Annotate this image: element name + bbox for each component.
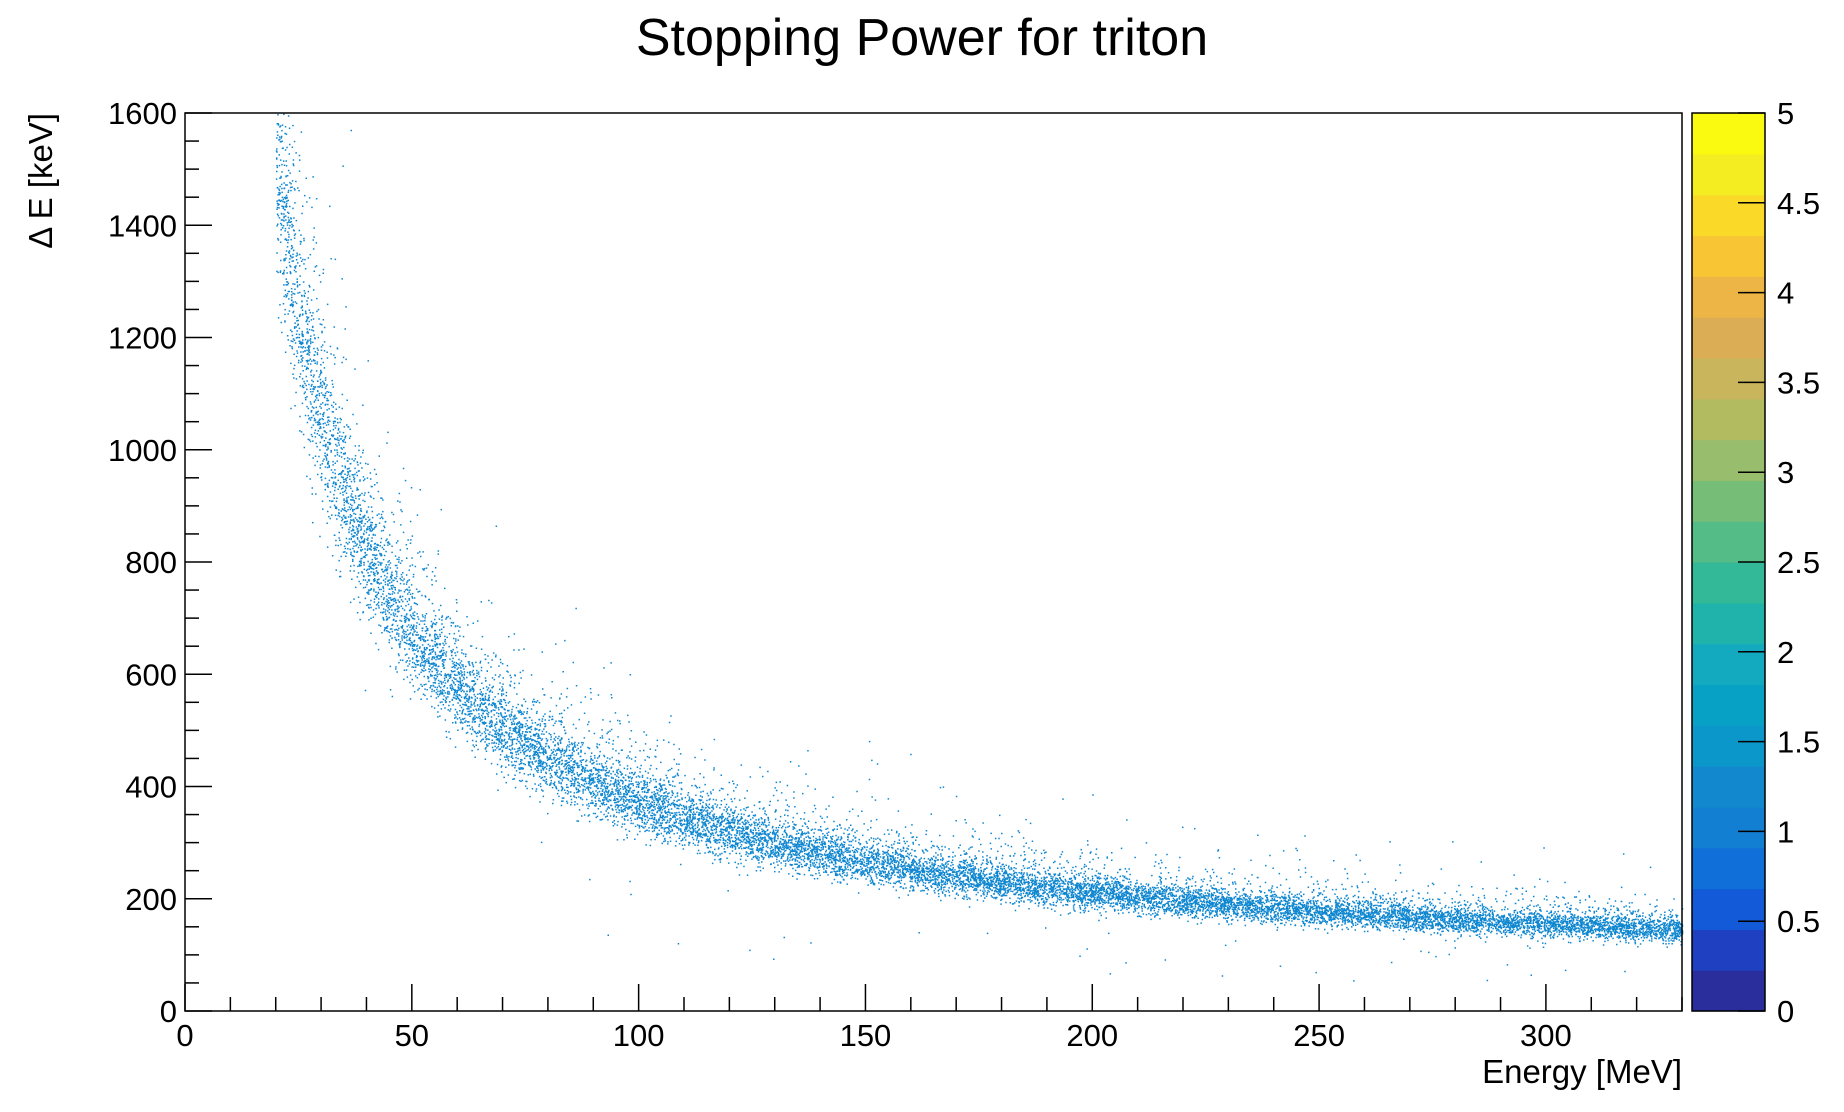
color-scale-swatch <box>1692 602 1765 645</box>
color-scale-tick-label: 1.5 <box>1777 725 1820 760</box>
color-scale-swatch <box>1692 725 1765 767</box>
y-tick-label: 1200 <box>108 321 177 356</box>
color-scale-swatch <box>1692 235 1765 277</box>
color-scale-swatch <box>1692 276 1765 318</box>
y-tick-label: 800 <box>125 545 177 580</box>
x-tick-label: 300 <box>1520 1018 1572 1053</box>
color-scale-swatch <box>1692 439 1765 481</box>
color-scale-tick-label: 2.5 <box>1777 545 1820 580</box>
color-scale-tick-label: 5 <box>1777 96 1794 131</box>
y-tick-label: 1600 <box>108 96 177 131</box>
color-scale-tick-label: 2 <box>1777 635 1794 670</box>
x-tick-label: 100 <box>613 1018 665 1053</box>
x-tick-label: 150 <box>840 1018 892 1053</box>
color-scale-tick-label: 3.5 <box>1777 365 1820 400</box>
color-scale-swatch <box>1692 929 1765 971</box>
y-tick-label: 600 <box>125 657 177 692</box>
y-axis-title: Δ E [keV] <box>22 113 59 249</box>
color-scale-swatch <box>1692 153 1765 196</box>
color-scale-swatch <box>1692 398 1765 441</box>
color-scale-swatch <box>1692 970 1765 1012</box>
y-tick-label: 0 <box>160 994 177 1029</box>
x-tick-label: 200 <box>1066 1018 1118 1053</box>
color-scale-tick-label: 4 <box>1777 276 1794 311</box>
color-scale-swatch <box>1692 684 1765 726</box>
chart-title: Stopping Power for triton <box>636 9 1208 67</box>
color-scale-swatch <box>1692 317 1765 359</box>
x-axis: 0 50 100 150 200 250 300 <box>176 984 1683 1053</box>
y-tick-label: 1000 <box>108 433 177 468</box>
color-scale-swatch <box>1692 888 1765 930</box>
color-scale-swatch <box>1692 643 1765 686</box>
color-scale-tick-label: 0 <box>1777 994 1794 1029</box>
color-scale-swatch <box>1692 194 1765 237</box>
x-axis-title: Energy [MeV] <box>1482 1053 1682 1090</box>
x-tick-label: 250 <box>1293 1018 1345 1053</box>
y-tick-label: 200 <box>125 882 177 917</box>
color-scale-swatch <box>1692 766 1765 808</box>
y-tick-label: 400 <box>125 770 177 805</box>
x-tick-label: 0 <box>176 1018 193 1053</box>
color-scale-swatch <box>1692 521 1765 563</box>
color-scale-swatch <box>1692 562 1765 604</box>
color-scale-swatch <box>1692 806 1765 849</box>
color-scale-swatch <box>1692 847 1765 890</box>
x-tick-label: 50 <box>395 1018 429 1053</box>
color-scale-tick-label: 0.5 <box>1777 904 1820 939</box>
color-scale-tick-label: 3 <box>1777 455 1794 490</box>
y-tick-label: 1400 <box>108 208 177 243</box>
color-scale-tick-label: 4.5 <box>1777 186 1820 221</box>
color-scale-swatch <box>1692 113 1765 155</box>
color-scale-tick-label: 1 <box>1777 814 1794 849</box>
color-scale-swatch <box>1692 480 1765 522</box>
color-scale-swatch <box>1692 357 1765 400</box>
color-scale-bar: 0 0.5 1 1.5 2 2.5 3 3.5 4 4.5 5 <box>1691 96 1820 1029</box>
y-axis: 0 200 400 600 800 1000 1200 1400 1600 <box>108 96 212 1029</box>
